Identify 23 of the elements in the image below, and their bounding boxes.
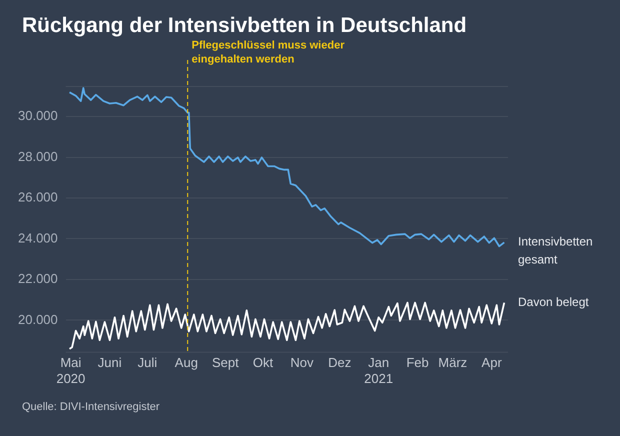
x-tick-label: Apr xyxy=(482,355,502,370)
x-tick-label: Aug xyxy=(174,355,198,370)
x-tick-label: Juni xyxy=(98,355,122,370)
x-tick-label: Sept xyxy=(212,355,240,370)
y-tick-label: 20.000 xyxy=(18,312,58,327)
x-tick-label: Juli xyxy=(138,355,158,370)
x-tick-label: Dez xyxy=(328,355,352,370)
y-tick-label: 24.000 xyxy=(18,230,58,246)
source-note: Quelle: DIVI-Intensivregister xyxy=(22,401,160,413)
y-tick-label: 30.000 xyxy=(18,108,58,124)
x-tick-label: Jan 2021 xyxy=(364,355,394,386)
x-tick-label: März xyxy=(438,355,468,370)
y-tick-label: 28.000 xyxy=(18,148,58,164)
series-label: Davon belegt xyxy=(518,295,590,310)
x-tick-label: Mai 2020 xyxy=(56,355,86,386)
x-tick-label: Feb xyxy=(406,355,429,370)
y-tick-label: 26.000 xyxy=(18,190,58,205)
x-tick-label: Nov xyxy=(290,355,314,370)
x-tick-label: Okt xyxy=(252,355,274,370)
y-tick-label: 22.000 xyxy=(18,271,58,286)
series-label: Intensivbetten gesamt xyxy=(518,234,593,267)
ref-line-label: Pflegeschlüssel muss wieder eingehalten werden xyxy=(192,40,346,66)
chart-title: Rückgang der Intensivbetten in Deutschland xyxy=(22,14,467,38)
